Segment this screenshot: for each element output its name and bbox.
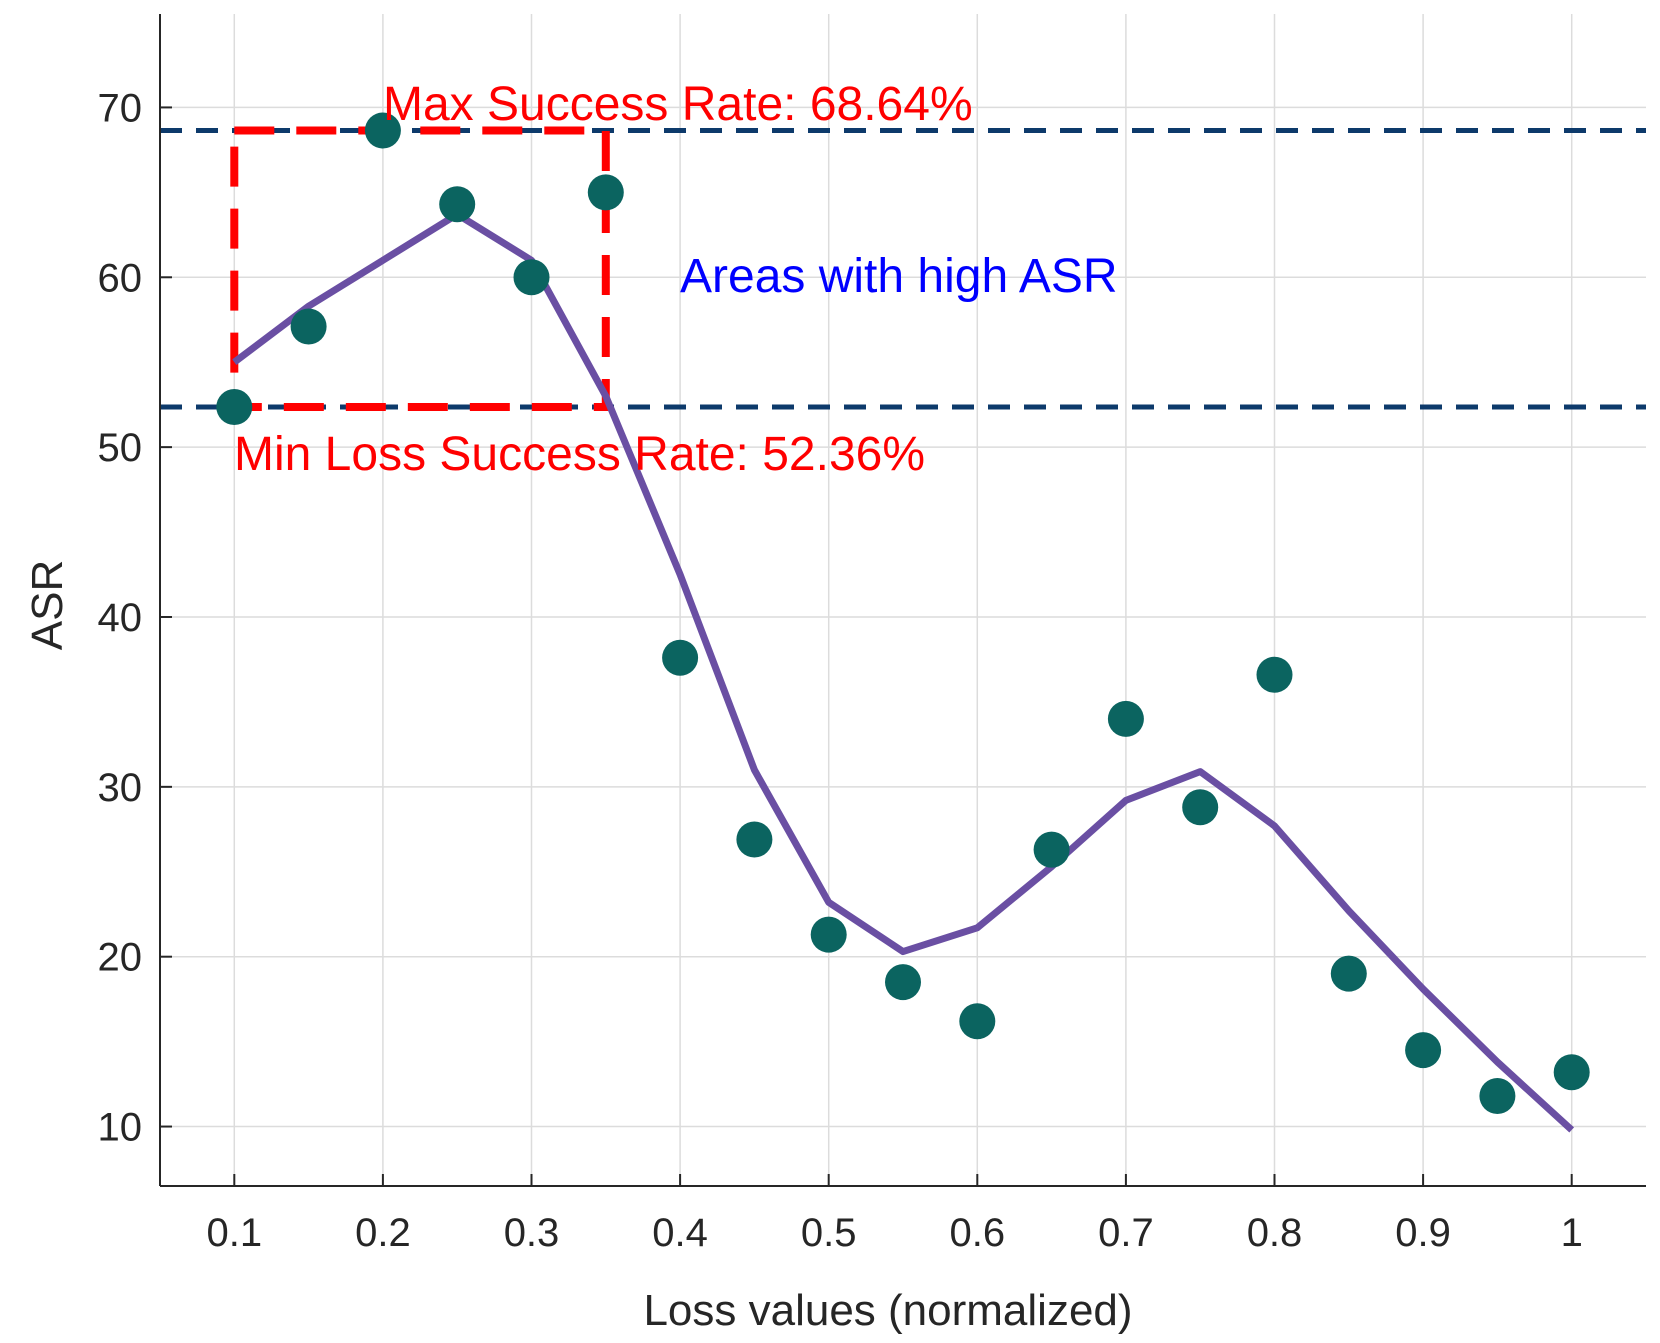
- y-tick-label-1: 20: [98, 936, 143, 980]
- axes: [159, 14, 1646, 1187]
- grid: [160, 14, 1646, 1186]
- data-point: [290, 308, 327, 345]
- data-point: [736, 821, 773, 858]
- x-tick-label-2: 0.3: [504, 1211, 560, 1255]
- data-point: [1256, 656, 1293, 693]
- scatter-points: [216, 112, 1590, 1114]
- x-tick-label-3: 0.4: [652, 1211, 708, 1255]
- data-point: [662, 639, 699, 676]
- y-tick-label-4: 50: [98, 426, 143, 470]
- x-tick-label-5: 0.6: [949, 1211, 1005, 1255]
- data-point: [810, 916, 847, 953]
- x-tick-label-7: 0.8: [1247, 1211, 1303, 1255]
- x-tick-label-4: 0.5: [801, 1211, 857, 1255]
- y-tick-label-0: 10: [98, 1106, 143, 1150]
- data-point: [439, 186, 476, 223]
- data-point: [587, 174, 624, 211]
- y-tick-label-6: 70: [98, 86, 143, 130]
- x-tick-label-0: 0.1: [206, 1211, 262, 1255]
- x-tick-label-8: 0.9: [1395, 1211, 1451, 1255]
- y-tick-label-3: 40: [98, 596, 143, 640]
- data-point: [364, 112, 401, 149]
- highlight-box: [230, 126, 610, 412]
- data-point: [1182, 789, 1219, 826]
- data-point: [1405, 1032, 1442, 1069]
- y-tick-label-2: 30: [98, 766, 143, 810]
- y-tick-label-5: 60: [98, 256, 143, 300]
- x-tick-label-6: 0.7: [1098, 1211, 1154, 1255]
- data-point: [216, 389, 253, 426]
- data-point: [959, 1003, 996, 1040]
- data-point: [513, 259, 550, 296]
- y-axis-label: ASR: [23, 560, 72, 650]
- x-tick-label-1: 0.2: [355, 1211, 411, 1255]
- data-point: [1033, 831, 1070, 868]
- high-asr-box: [230, 126, 610, 412]
- x-tick-label-9: 1: [1561, 1211, 1583, 1255]
- data-point: [1107, 700, 1144, 737]
- annotation-min-loss-success-rate: Min Loss Success Rate: 52.36%: [234, 428, 925, 481]
- annotation-max-success-rate: Max Success Rate: 68.64%: [383, 78, 973, 131]
- data-point: [885, 964, 921, 1001]
- reference-lines: [160, 128, 1646, 410]
- data-point: [1553, 1054, 1590, 1091]
- annotation-high-asr-area: Areas with high ASR: [680, 250, 1118, 303]
- data-point: [1479, 1077, 1516, 1114]
- data-point: [1330, 955, 1367, 992]
- tick-labels: 0.1 0.2 0.3 0.4 0.5 0.6 0.7 0.8 0.9 1 10 20 30 40 50 60…: [98, 86, 1583, 1255]
- x-axis-label: Loss values (normalized): [643, 1286, 1132, 1335]
